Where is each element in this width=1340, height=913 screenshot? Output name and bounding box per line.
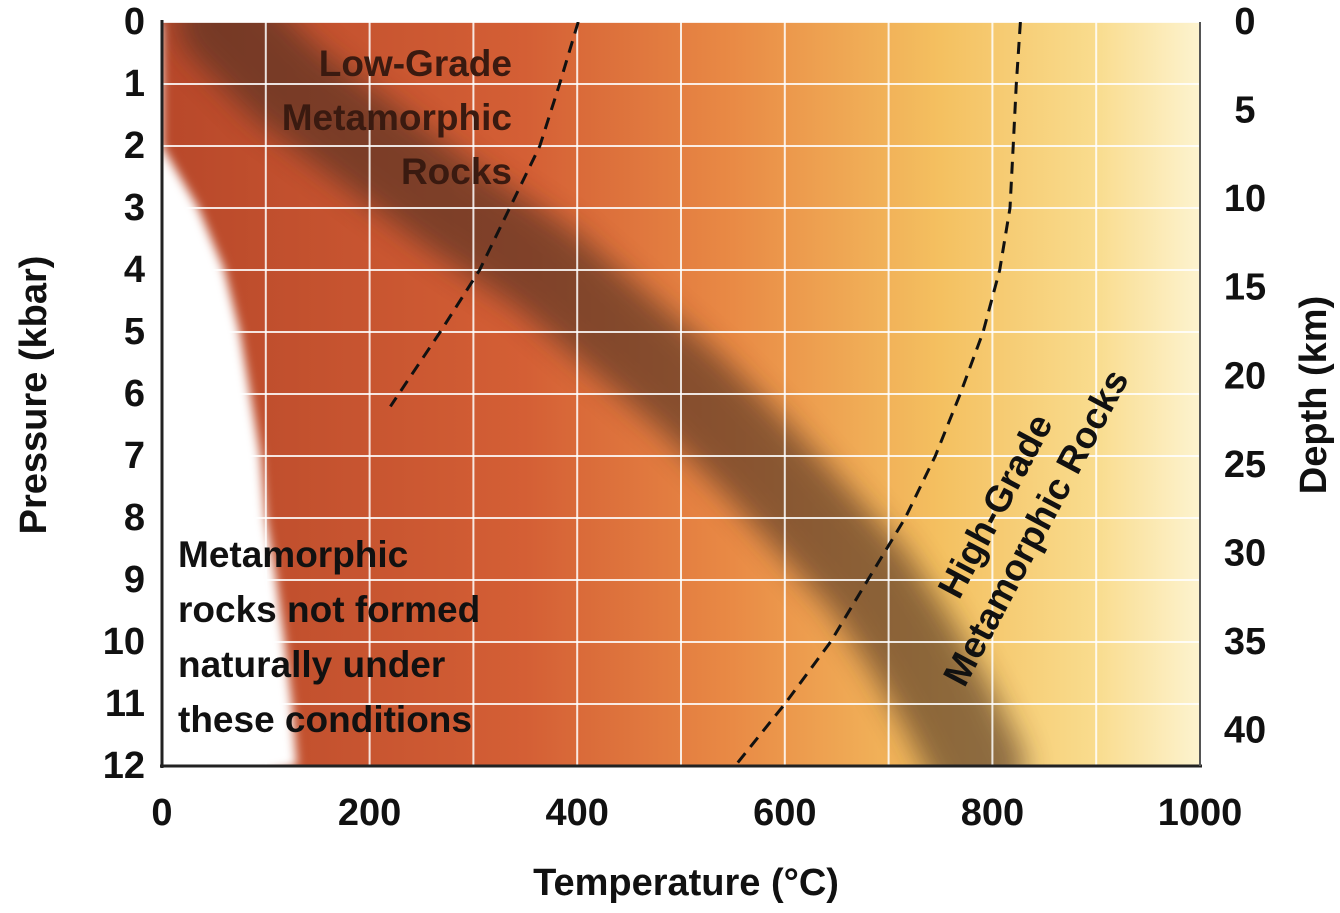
annotation-line: Low-Grade xyxy=(319,43,512,84)
y2-tick-label: 35 xyxy=(1224,621,1266,663)
y-tick-label: 7 xyxy=(124,435,145,477)
y2-tick-label: 20 xyxy=(1224,355,1266,397)
x-tick-label: 1000 xyxy=(1158,792,1243,834)
y2-tick-label: 15 xyxy=(1224,267,1266,309)
y-axis-title: Pressure (kbar) xyxy=(13,256,55,535)
y-tick-label: 4 xyxy=(124,249,145,291)
y2-tick-label: 5 xyxy=(1234,90,1255,132)
y2-tick-label: 0 xyxy=(1234,1,1255,43)
y2-tick-label: 40 xyxy=(1224,710,1266,752)
y-tick-label: 9 xyxy=(124,559,145,601)
annotation-line: rocks not formed xyxy=(178,589,480,630)
y-tick-label: 12 xyxy=(103,745,145,787)
annotation-line: naturally under xyxy=(178,644,445,685)
annotation-line: these conditions xyxy=(178,699,472,740)
x-axis-title: Temperature (°C) xyxy=(533,862,839,904)
x-tick-label: 200 xyxy=(338,792,401,834)
y-tick-label: 0 xyxy=(124,1,145,43)
y-tick-label: 5 xyxy=(124,311,145,353)
y-tick-label: 8 xyxy=(124,497,145,539)
y-tick-label: 1 xyxy=(124,63,145,105)
annotation-line: Rocks xyxy=(401,151,512,192)
x-tick-label: 800 xyxy=(961,792,1024,834)
chart: Temperature (°C) Pressure (kbar) Depth (… xyxy=(0,0,1340,913)
y-tick-label: 6 xyxy=(124,373,145,415)
y2-tick-label: 25 xyxy=(1224,444,1266,486)
annotation-line: Metamorphic xyxy=(178,534,408,575)
x-tick-label: 0 xyxy=(151,792,172,834)
x-tick-label: 400 xyxy=(545,792,608,834)
y-tick-label: 2 xyxy=(124,125,145,167)
y2-tick-label: 10 xyxy=(1224,178,1266,220)
annotation-line: Metamorphic xyxy=(282,97,512,138)
y-tick-label: 3 xyxy=(124,187,145,229)
y-tick-label: 10 xyxy=(103,621,145,663)
y2-tick-label: 30 xyxy=(1224,532,1266,574)
x-tick-label: 600 xyxy=(753,792,816,834)
y2-axis-title: Depth (km) xyxy=(1293,296,1335,494)
y-tick-label: 11 xyxy=(105,683,145,725)
